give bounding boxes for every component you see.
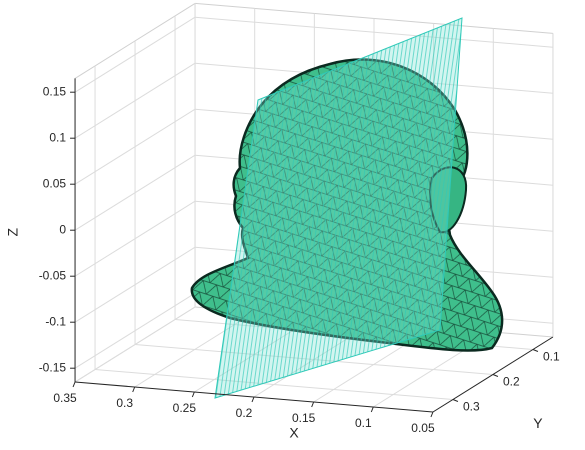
x-tick <box>73 382 75 387</box>
x-tick <box>133 387 135 392</box>
x-tick <box>371 407 373 412</box>
x-tick <box>252 397 254 402</box>
z-tick-label: 0.1 <box>49 130 66 144</box>
x-axis-label: X <box>289 425 299 441</box>
chart: 0.35 0.3 0.25 0.2 0.15 0.1 0.05 0.1 0.2 0.3 0.15 0.… <box>0 0 585 450</box>
y-tick-label: 0.1 <box>543 350 560 364</box>
z-axis-label: Z <box>5 227 21 236</box>
x-tick-label: 0.05 <box>411 421 435 435</box>
x-tick-label: 0.35 <box>53 391 77 405</box>
head-model <box>192 18 502 398</box>
z-tick-label: 0.05 <box>43 176 67 190</box>
z-tick-label: -0.1 <box>45 314 66 328</box>
z-tick-label: -0.05 <box>39 268 67 282</box>
y-tick-label: 0.2 <box>503 375 520 389</box>
x-tick-label: 0.15 <box>292 411 316 425</box>
x-tick <box>431 412 433 417</box>
y-axis-label: Y <box>533 415 543 431</box>
z-tick-label: 0 <box>59 222 66 236</box>
x-tick <box>192 392 194 397</box>
y-tick <box>533 350 538 352</box>
x-tick-label: 0.3 <box>116 396 133 410</box>
y-tick <box>493 375 498 377</box>
y-tick-label: 0.3 <box>463 400 480 414</box>
z-tick-label: 0.15 <box>43 84 67 98</box>
z-tick-label: -0.15 <box>39 360 67 374</box>
y-tick <box>453 400 458 402</box>
x-tick-label: 0.1 <box>355 416 372 430</box>
x-tick-label: 0.2 <box>236 406 253 420</box>
x-tick-label: 0.25 <box>173 401 197 415</box>
x-tick <box>312 402 314 407</box>
